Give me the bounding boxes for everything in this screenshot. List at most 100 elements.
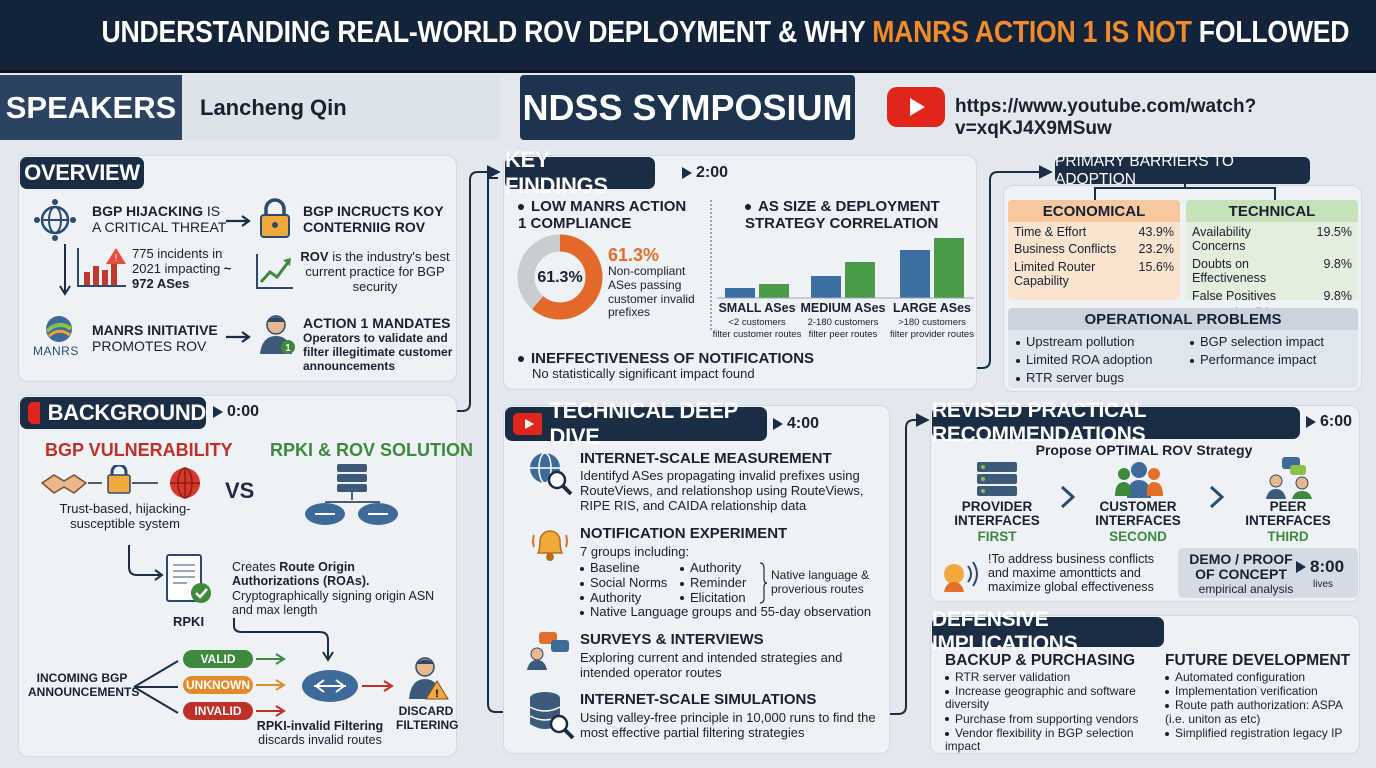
list-item: Authority — [580, 590, 667, 606]
list-item: RTR server validation — [945, 670, 1155, 684]
operational-title: OPERATIONAL PROBLEMS — [1008, 308, 1358, 330]
barrier-value: 43.9% — [1138, 225, 1174, 239]
database-icon — [529, 692, 575, 740]
measurement-text: Identifyd ASes propagating invalid prefi… — [580, 468, 864, 513]
barrier-value: 19.5% — [1316, 225, 1352, 239]
fan-arrows — [133, 660, 179, 714]
video-url[interactable]: https://www.youtube.com/watch?v=xqKJ4X9M… — [955, 96, 1257, 139]
group-strategy: filter peer routes — [808, 329, 878, 340]
roa-text: Creates Route Origin Authorizations (ROA… — [232, 560, 437, 618]
trust: Trust-based, hijacking-susceptible syste… — [59, 501, 191, 531]
recommendations-time: 6:00 — [1320, 413, 1353, 430]
demo-text: empirical analysis — [1198, 582, 1294, 596]
backup-list: RTR server validation Increase geographic… — [945, 670, 1155, 754]
economical-title: ECONOMICAL — [1008, 200, 1180, 222]
group-customers: >180 customers — [898, 317, 966, 328]
title: UNDERSTANDING REAL-WORLD ROV DEPLOYMENT … — [102, 14, 1350, 50]
barrier-value: 9.8% — [1323, 288, 1353, 303]
globe-icon — [34, 199, 76, 241]
overview-incidents: 775 incidents in 2021 impacting ~ 972 AS… — [132, 246, 237, 292]
state-pill: VALID — [183, 650, 253, 668]
economical-box: ECONOMICAL Time & Effort 43.9% Business Con… — [1008, 200, 1180, 300]
group-strategy: filter provider routes — [890, 329, 974, 340]
background-title-tab: BACKGROUND — [20, 397, 206, 429]
list-item: Route path authorization: ASPA (i.e. uni… — [1165, 699, 1355, 726]
recommendations-subtitle: Propose OPTIMAL ROV Strategy — [1035, 442, 1253, 458]
overview-title: OVERVIEW — [20, 157, 144, 189]
overview-panel — [18, 155, 457, 382]
router-cluster-icon — [305, 464, 398, 525]
filtering: RPKI-invalid Filtering discards invalid r… — [250, 719, 390, 748]
title-part: FOLLOWED — [1191, 14, 1350, 49]
flow-arrow — [128, 545, 164, 581]
play-marker — [213, 406, 223, 418]
interview-icon — [527, 632, 569, 670]
barrier-row: Time & Effort 43.9% — [1014, 225, 1174, 239]
demo-tag: lives — [1313, 579, 1334, 590]
incoming: INCOMING BGP ANNOUNCEMENTS — [28, 671, 140, 699]
list-item: Automated configuration — [1165, 670, 1355, 684]
list-item: Simplified registration legacy IP — [1165, 726, 1355, 740]
economical-rows: Time & Effort 43.9% Business Conflicts 23.2… — [1008, 225, 1180, 289]
step-rank: SECOND — [1109, 529, 1167, 544]
group-name: LARGE ASes — [892, 301, 972, 315]
measurement-title: INTERNET-SCALE MEASUREMENT — [580, 450, 832, 467]
size-bars — [717, 238, 974, 299]
chevron — [1209, 485, 1225, 509]
arrow — [226, 331, 251, 343]
speaker: Lancheng Qin — [182, 75, 500, 140]
group-customers: 2-180 customers — [807, 317, 879, 328]
technical-rows: Availability Concerns 19.5% Doubts on Effe… — [1186, 225, 1358, 320]
svg-text:!: ! — [115, 253, 118, 264]
server-icon — [977, 462, 1017, 496]
list-item: Limited ROA adoption — [1016, 351, 1152, 369]
overview-rov: ROV is the industry's best current pract… — [300, 249, 450, 295]
demo-time: 8:00 — [1310, 557, 1345, 576]
state-pill: UNKNOWN — [183, 676, 253, 694]
state-pill: INVALID — [183, 702, 253, 720]
list-item: Vendor flexibility in BGP selection impa… — [945, 726, 1155, 753]
svg-text:1: 1 — [285, 343, 291, 354]
donut-label: 61.3% — [537, 269, 582, 286]
speaker-icon — [944, 561, 978, 592]
peers-icon — [1266, 457, 1312, 499]
demo-box — [1178, 548, 1358, 598]
group-name: SMALL ASes — [718, 301, 796, 315]
technical-title: TECHNICAL — [1186, 200, 1358, 222]
venue: NDSS SYMPOSIUM — [520, 75, 855, 140]
play-marker — [1296, 561, 1306, 573]
bar — [900, 250, 930, 298]
barrier-value: 9.8% — [1323, 256, 1353, 271]
manrs-logo: MANRS — [33, 344, 79, 358]
overview-contract: BGP INCRUCTS KOY CONTERNIIG ROV — [303, 203, 444, 236]
notification-exp-title: NOTIFICATION EXPERIMENT — [580, 525, 788, 542]
donut-arc — [517, 234, 603, 320]
deep-dive-panel — [503, 405, 890, 754]
rpki: RPKI — [173, 614, 205, 629]
filter-router — [256, 653, 394, 717]
list-item: BGP selection impact — [1190, 333, 1324, 351]
brace — [759, 562, 768, 604]
barrier-label: Business Conflicts — [1014, 242, 1117, 257]
barrier-row: Business Conflicts 23.2% — [1014, 242, 1174, 256]
text: Operators to validate and filter illegit… — [303, 330, 453, 373]
step-rank: THIRD — [1267, 529, 1309, 544]
size-title: AS SIZE & DEPLOYMENT STRATEGY CORRELATIO… — [745, 198, 945, 233]
barrier-value: 23.2% — [1138, 242, 1174, 257]
barriers-title: PRIMARY BARRIERS TO ADOPTION — [1055, 153, 1310, 188]
group-list: Authority Reminder Elicitation — [680, 560, 746, 606]
operational-list: BGP selection impact Performance impact — [1190, 333, 1324, 369]
title-wrap: UNDERSTANDING REAL-WORLD ROV DEPLOYMENT … — [0, 14, 1376, 50]
step-rank: FIRST — [977, 529, 1017, 544]
text: IS A CRITICAL THREAT — [92, 203, 227, 236]
barrier-label: Time & Effort — [1014, 225, 1087, 239]
surveys-text: Exploring current and intended strategie… — [580, 650, 843, 680]
speakers-label: SPEAKERS — [0, 75, 182, 140]
list-item: Baseline — [580, 560, 667, 576]
lock-icon — [260, 198, 290, 238]
group-strategy: filter customer routes — [712, 329, 802, 340]
chart-icon: ! — [77, 248, 126, 287]
strong: Route Origin Authorizations (ROAs). — [232, 560, 370, 589]
flow-arrow — [233, 618, 334, 662]
background-time: 0:00 — [227, 403, 260, 420]
